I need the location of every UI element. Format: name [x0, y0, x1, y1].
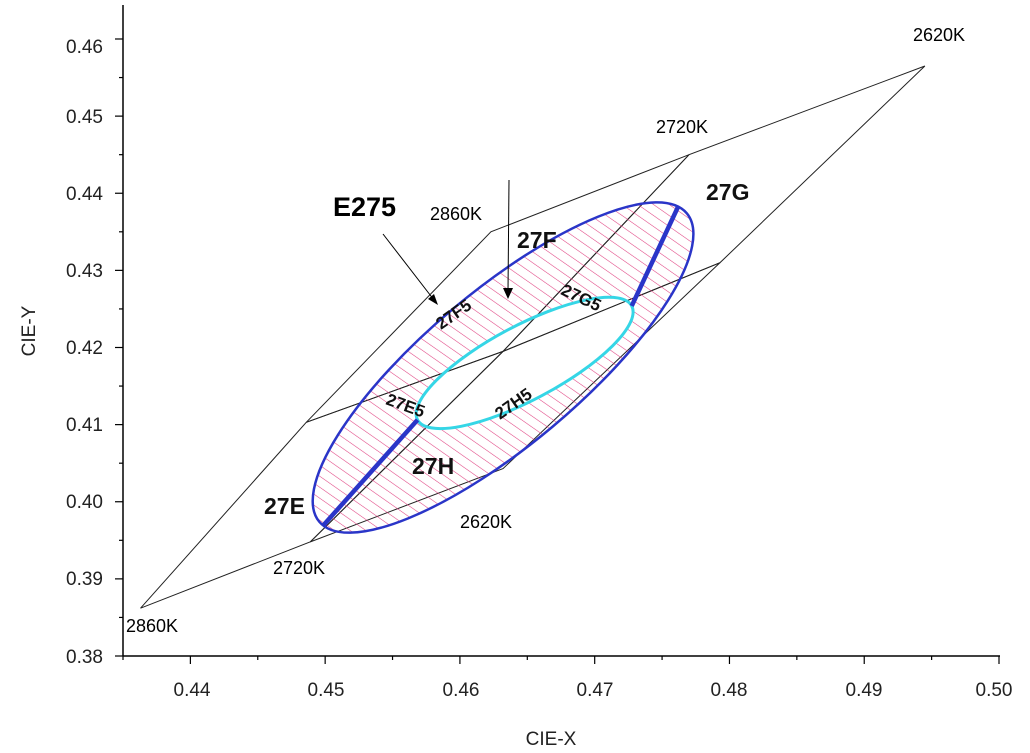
- bin-label-27f: 27F: [517, 227, 557, 253]
- cct-label-2860k-top: 2860K: [430, 204, 482, 224]
- bin-labels: 27E 27F 27G 27H: [264, 179, 749, 519]
- x-tick-label: 0.49: [846, 680, 883, 701]
- x-tick-label: 0.45: [308, 680, 345, 701]
- y-tick-label: 0.46: [66, 37, 103, 58]
- x-tick-label: 0.46: [443, 680, 480, 701]
- cct-label-2860k-bottom: 2860K: [126, 616, 178, 636]
- bin-label-27h: 27H: [412, 453, 454, 479]
- x-tick-label: 0.47: [577, 680, 614, 701]
- y-tick-label: 0.45: [66, 107, 103, 128]
- y-tick-label: 0.44: [66, 184, 103, 205]
- sub-bin-divider-right: [629, 205, 681, 307]
- e275-arrow-head: [428, 294, 438, 305]
- y-tick-label: 0.40: [66, 492, 103, 513]
- annotation-arrows: [382, 179, 513, 305]
- y-tick-label: 0.42: [66, 338, 103, 359]
- e275-hatched-ring: [312, 202, 694, 533]
- y-tick-label: 0.41: [66, 415, 103, 436]
- bin-label-27e: 27E: [264, 493, 305, 519]
- sub-bin-divider-left: [321, 418, 420, 527]
- axis-ticks: [115, 38, 1000, 664]
- 2860k-arrow-head: [503, 288, 513, 299]
- x-tick-labels: 0.44 0.45 0.46 0.47 0.48 0.49 0.50: [174, 680, 1013, 701]
- ellipse-label-e275: E275: [333, 192, 396, 222]
- x-axis-title: CIE-X: [526, 729, 577, 750]
- cct-label-2720k-bottom: 2720K: [273, 558, 325, 578]
- cct-label-2620k-top: 2620K: [913, 25, 965, 45]
- y-tick-label: 0.38: [66, 647, 103, 668]
- e275-outer-ellipse: [311, 201, 695, 534]
- y-tick-label: 0.39: [66, 569, 103, 590]
- x-tick-label: 0.48: [711, 680, 748, 701]
- plot-area: [140, 65, 926, 609]
- x-tick-label: 0.50: [976, 680, 1013, 701]
- y-tick-labels: 0.38 0.39 0.40 0.41 0.42 0.43 0.44 0.45 …: [66, 37, 103, 668]
- x-tick-label: 0.44: [174, 680, 211, 701]
- cct-labels: 2620K 2720K 2860K 2620K 2720K 2860K: [126, 25, 965, 636]
- e275-arrow-line: [382, 233, 435, 301]
- bin-27g-outline: [502, 65, 926, 352]
- cct-label-2720k-top: 2720K: [656, 117, 708, 137]
- bin-label-27g: 27G: [706, 179, 749, 205]
- y-axis-title: CIE-Y: [19, 305, 40, 356]
- 2860k-arrow-line: [507, 179, 510, 293]
- cct-label-2620k-bottom: 2620K: [460, 512, 512, 532]
- y-tick-label: 0.43: [66, 261, 103, 282]
